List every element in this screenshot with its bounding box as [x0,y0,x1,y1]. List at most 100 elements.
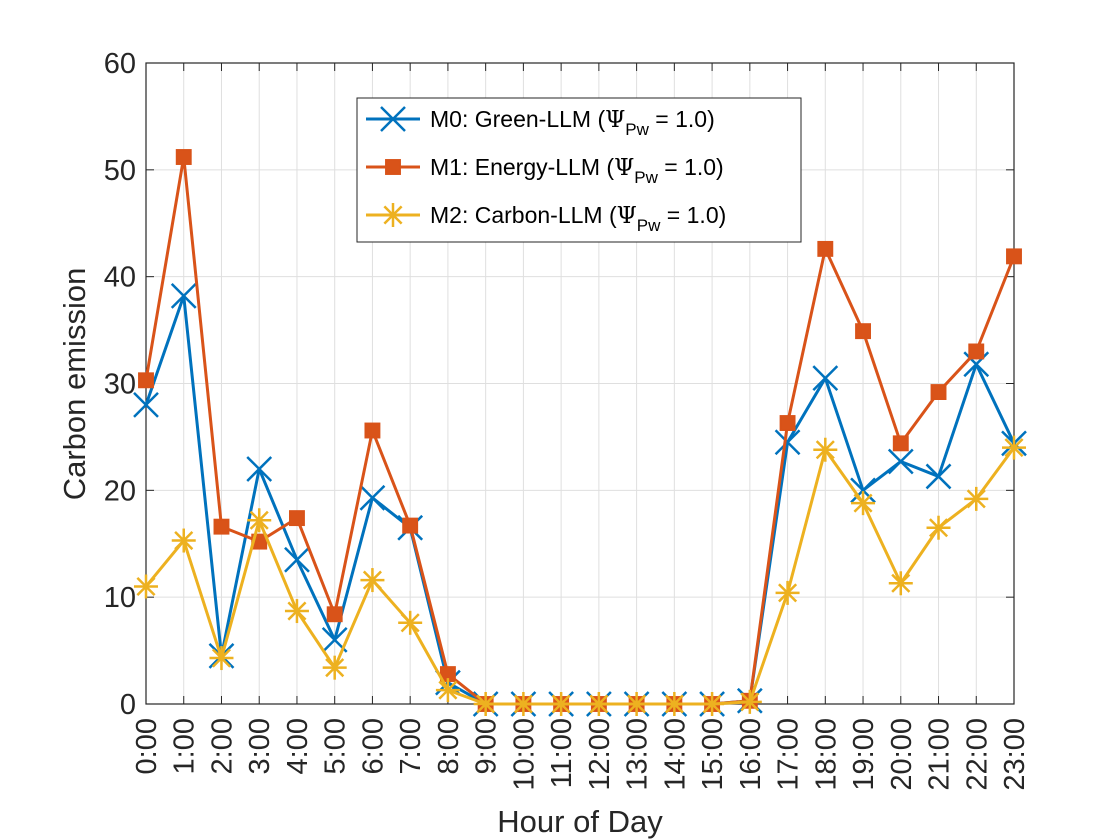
square-marker-shape [855,323,871,340]
x-tick-label: 18:00 [810,718,842,791]
y-tick-label: 20 [104,475,136,507]
asterisk-marker-stroke [249,510,269,530]
asterisk-marker-stroke [627,694,647,714]
legend-symbol: Ψ [605,107,625,133]
data-point [812,365,839,392]
data-point [926,515,951,540]
data-point [133,391,159,418]
data-point [855,323,871,340]
asterisk-marker-stroke [136,576,156,597]
x-tick-label: 6:00 [357,718,389,774]
x-marker-stroke [246,456,273,482]
data-point [851,491,876,516]
legend-suffix: = 1.0) [660,202,726,228]
asterisk-marker-stroke [702,694,722,714]
data-point [817,240,834,257]
y-tick-label: 10 [104,582,136,614]
data-point [170,283,197,309]
legend-entry-1: M1: Energy-LLM (ΨPw = 1.0) [366,154,724,187]
data-point [813,437,838,462]
square-marker-shape [1006,248,1022,265]
data-point [549,692,574,716]
data-point [289,510,305,527]
asterisk-marker-stroke [287,601,307,621]
y-tick-label: 50 [104,155,136,187]
data-point [326,606,343,623]
x-tick-label: 21:00 [924,718,956,791]
legend-prefix: M1: Energy-LLM ( [430,154,614,180]
asterisk-marker-stroke [551,694,571,714]
square-marker-shape [968,343,985,360]
y-tick-label: 0 [120,689,136,721]
data-point [364,422,381,439]
y-tick-label: 60 [104,48,136,80]
data-point [887,448,914,475]
x-tick-label: 23:00 [999,718,1031,791]
data-point [586,692,611,716]
data-point [963,351,990,378]
legend: M0: Green-LLM (ΨPw = 1.0) M1: Energy-LLM … [356,97,802,243]
legend-symbol: Ψ [614,155,634,181]
y-tick-labels: 0 10 20 30 40 50 60 [104,48,136,721]
x-tick-labels: 0:00 1:00 2:00 3:00 4:00 5:00 6:00 7:00 8:00 9:00… [131,718,1031,791]
data-point [473,692,498,716]
legend-prefix: M2: Carbon-LLM ( [430,202,617,228]
series-2 [134,435,1026,716]
data-point [213,518,230,535]
legend-marker [381,203,405,227]
data-point [737,689,762,714]
x-marker-stroke [170,283,197,309]
x-axis-label: Hour of Day [497,804,663,839]
asterisk-marker-stroke [853,493,873,513]
legend-subscript: Pw [634,168,658,187]
asterisk-marker-stroke [740,692,760,712]
legend-label: M0: Green-LLM (ΨPw = 1.0) [430,106,715,139]
asterisk-marker-stroke [815,440,835,460]
data-point [511,692,536,716]
x-tick-label: 11:00 [546,718,578,788]
asterisk-marker-stroke [664,694,684,714]
square-marker-shape [326,606,343,623]
x-tick-label: 17:00 [773,718,805,791]
x-marker-stroke [963,351,990,378]
data-point [398,610,423,635]
data-point [624,692,649,716]
data-point [775,580,800,605]
x-tick-label: 2:00 [206,718,238,774]
square-marker-shape [892,435,909,452]
series-group [133,149,1027,717]
data-point [968,343,985,360]
data-point [930,384,947,400]
square-marker-shape [817,240,834,257]
x-tick-label: 14:00 [659,718,691,791]
asterisk-marker-stroke [383,205,403,225]
data-point [134,574,158,599]
asterisk-marker-stroke [211,648,232,668]
x-tick-label: 12:00 [584,718,616,791]
x-tick-label: 20:00 [886,718,918,791]
data-point [402,517,419,534]
asterisk-marker-stroke [928,518,949,538]
asterisk-marker-stroke [966,489,986,509]
square-marker-shape [930,384,947,400]
data-point [209,646,234,671]
asterisk-marker-stroke [778,583,798,603]
data-point [322,655,347,680]
square-marker-shape [402,517,419,534]
y-axis-label: Carbon emission [57,268,92,501]
data-point [892,435,909,452]
x-marker-stroke [774,429,801,456]
legend-suffix: = 1.0) [649,106,715,132]
legend-marker [385,159,401,175]
legend-symbol: Ψ [617,203,637,229]
data-point [925,463,952,490]
x-tick-label: 10:00 [508,718,540,791]
data-point [171,528,196,553]
asterisk-marker-stroke [362,570,382,590]
x-tick-label: 22:00 [961,718,993,791]
x-marker-stroke [359,484,386,511]
square-marker-shape [213,518,230,535]
asterisk-marker-stroke [891,573,911,593]
data-point [284,599,309,624]
data-point [774,429,801,456]
